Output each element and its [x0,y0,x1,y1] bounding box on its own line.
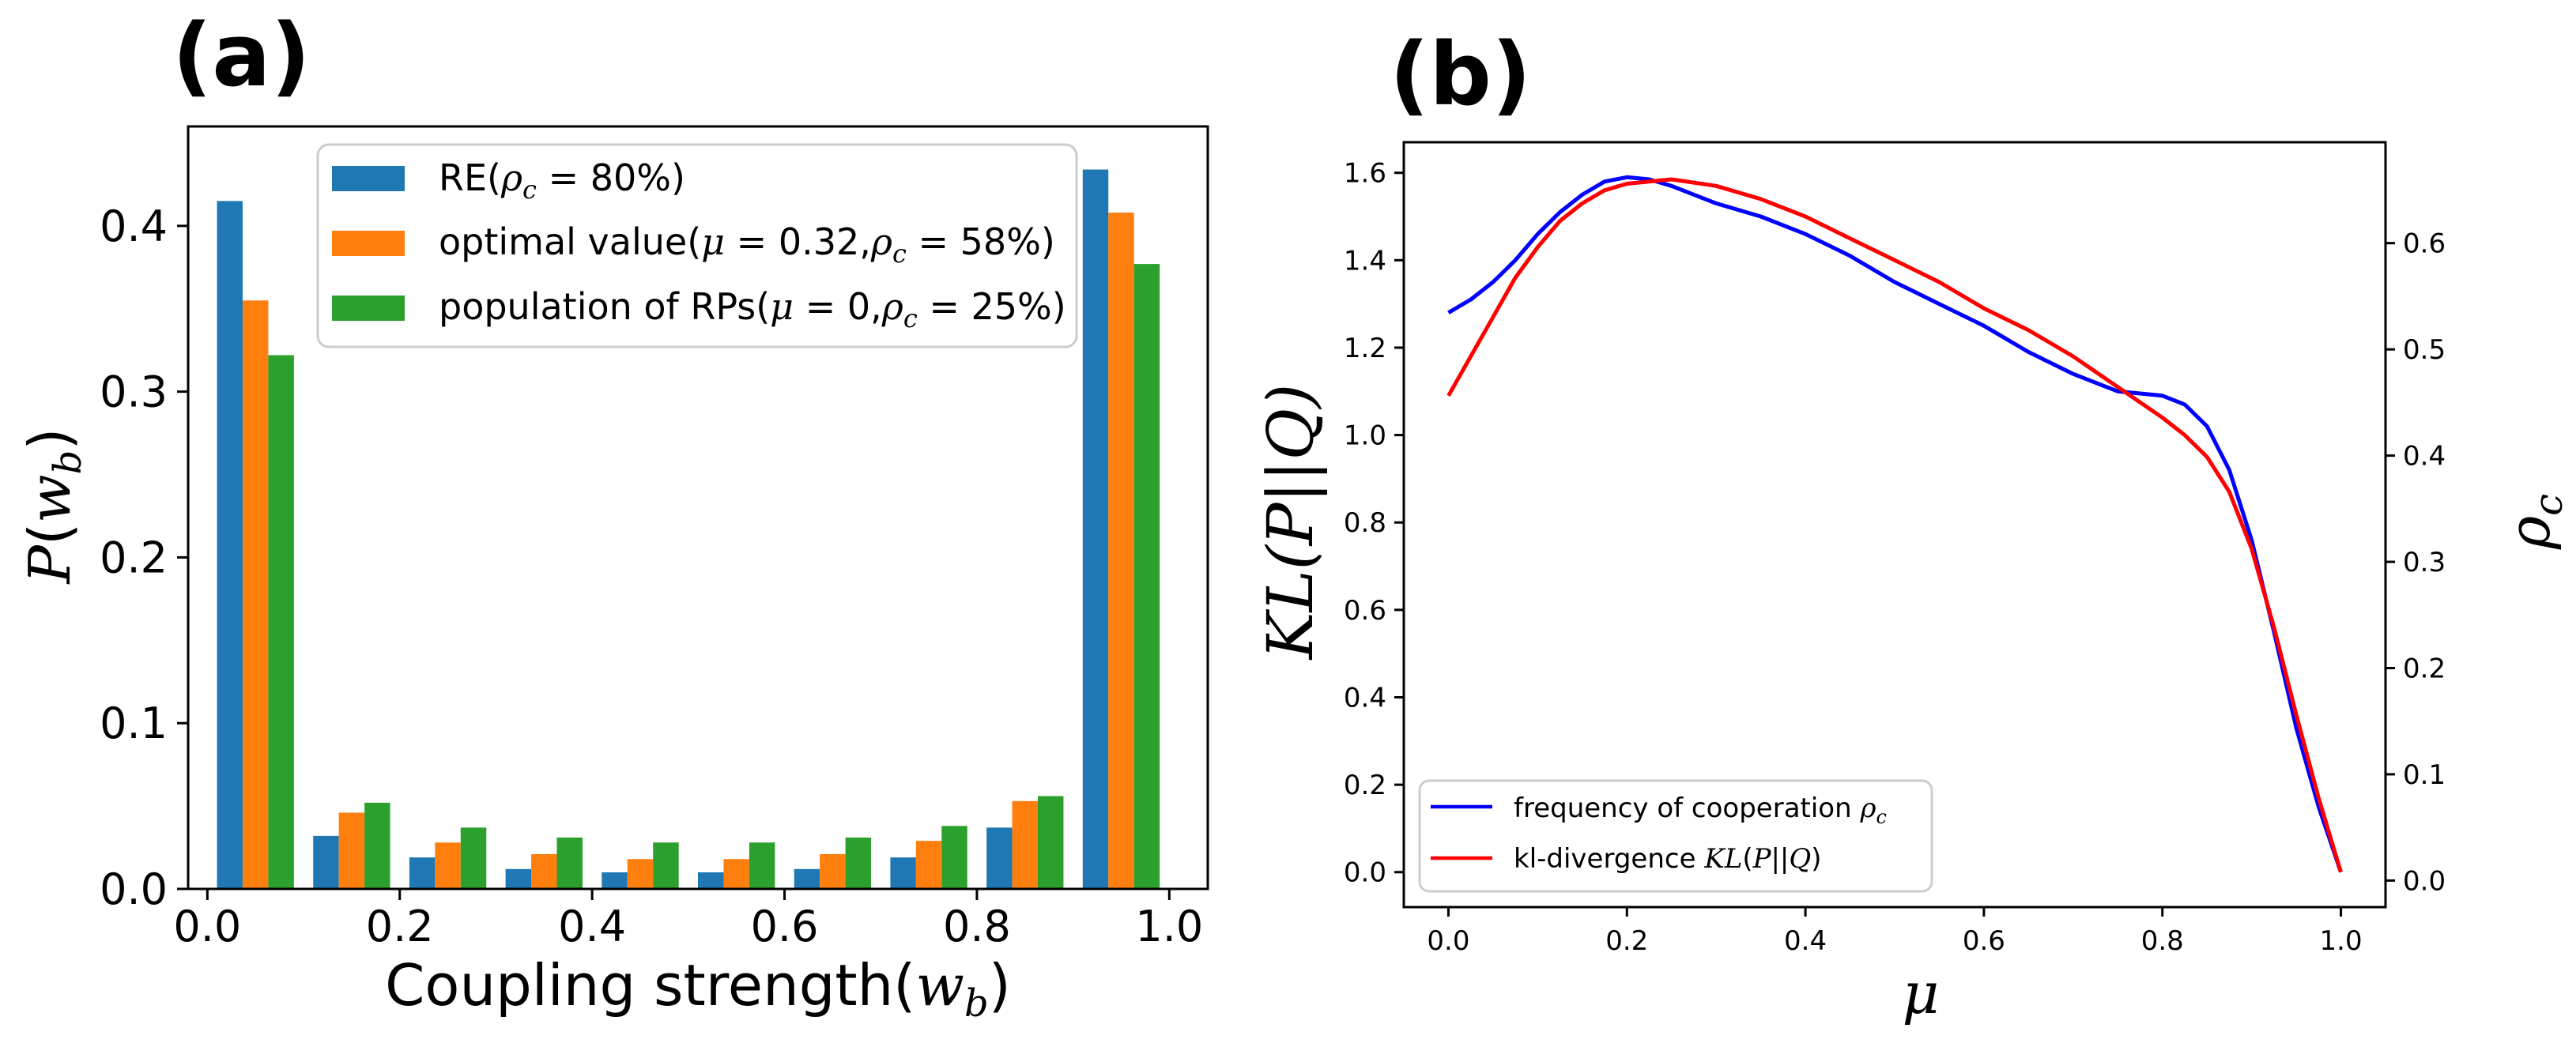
panel-b-lines [1446,175,2343,873]
b-xtick-label: 0.6 [1963,925,2005,957]
bar-population-9 [1133,264,1160,889]
a-xtick-label: 0.2 [366,902,434,951]
panel-a-legend-box [316,143,1078,348]
bar-population-1 [364,802,390,889]
b-ytick-right-label: 0.3 [2403,547,2446,578]
a-xtick-label: 1.0 [1135,902,1203,951]
b-ytick-left-label: 0.4 [1344,682,1386,714]
bar-RE-3 [505,868,532,889]
panel-a-bars [217,169,1160,890]
panel-b-label: (b) [1390,24,1531,125]
b-xtick-label: 0.2 [1605,925,1648,957]
bar-optimal-2 [435,842,461,889]
bar-population-4 [653,842,679,889]
bar-population-7 [941,826,967,889]
b-xtick-label: 0.8 [2141,925,2184,957]
legend-label-re: RE(ρc = 80%) [439,156,685,205]
bar-RE-8 [986,827,1013,889]
panel-a-ylabel: P(wb) [17,427,90,585]
legend-swatch-optimal [332,231,405,256]
legend-label-frequency: frequency of cooperation ρc [1514,793,1887,828]
panel-b-ylabel-left: KL(P||Q) [1254,384,1327,661]
b-xtick-label: 1.0 [2320,925,2363,957]
bar-population-8 [1038,796,1064,889]
legend-swatch-population [332,296,405,321]
b-ytick-left-label: 0.6 [1344,595,1386,627]
b-ytick-right-label: 0.2 [2403,653,2446,685]
a-xtick-label: 0.8 [943,902,1011,951]
a-xtick-label: 0.0 [173,902,241,951]
b-ytick-right-label: 0.0 [2403,865,2446,897]
bar-RE-4 [602,872,628,889]
panel-b: (b) 0.0 0.2 0.4 0.6 0.8 1.0 0.0 0.2 0.4 0.6 0.8 1.… [1254,24,2571,1026]
panel-a-xticks: 0.0 0.2 0.4 0.6 0.8 1.0 [173,889,1203,951]
b-xtick-label: 0.4 [1784,925,1827,957]
panel-a-xlabel: Coupling strength(wb) [385,952,1011,1026]
bar-optimal-0 [242,300,269,889]
bar-RE-6 [794,868,820,889]
bar-optimal-3 [531,853,557,889]
bar-optimal-7 [915,841,942,889]
b-ytick-left-label: 1.0 [1344,420,1386,452]
bar-RE-5 [698,872,724,889]
panel-a: (a) 0.0 0.2 0.4 0.6 0.8 1.0 0.0 0.1 0.2 0.3 0.4 C… [17,5,1209,1026]
a-ytick-label: 0.2 [100,533,168,582]
b-ytick-left-label: 1.2 [1344,333,1386,364]
legend-label-optimal: optimal value(μ = 0.32,ρc = 58%) [439,220,1055,269]
panel-a-yticks: 0.0 0.1 0.2 0.3 0.4 [100,201,188,914]
bar-population-3 [556,837,583,889]
b-ytick-left-label: 1.6 [1344,158,1386,190]
panel-b-ylabel-right: ρc [2496,494,2571,550]
panel-a-legend: RE(ρc = 80%) optimal value(μ = 0.32,ρc =… [316,143,1078,348]
bar-optimal-1 [338,812,365,889]
b-ytick-left-label: 0.8 [1344,507,1386,539]
panel-b-yticks-left: 0.0 0.2 0.4 0.6 0.8 1.0 1.2 1.4 1.6 [1344,158,1404,889]
bar-optimal-6 [820,853,846,889]
legend-label-population: population of RPs(μ = 0,ρc = 25%) [439,285,1066,333]
line-frequency-of-cooperation [1447,175,2343,873]
a-xtick-label: 0.6 [751,902,819,951]
bar-RE-2 [409,857,436,889]
panel-b-yticks-right: 0.0 0.1 0.2 0.3 0.4 0.5 0.6 [2386,228,2446,897]
bar-optimal-4 [627,859,654,889]
bar-optimal-8 [1012,800,1038,889]
a-ytick-label: 0.1 [100,698,168,748]
panel-b-xticks: 0.0 0.2 0.4 0.6 0.8 1.0 [1427,907,2363,957]
bar-RE-9 [1082,169,1109,890]
a-ytick-label: 0.0 [100,864,168,914]
b-ytick-right-label: 0.6 [2403,228,2446,260]
bar-population-5 [749,842,775,889]
b-ytick-right-label: 0.4 [2403,441,2446,473]
panel-b-legend: frequency of cooperation ρc kl-divergenc… [1418,779,1933,893]
panel-a-axes-frame [187,125,1209,891]
a-ytick-label: 0.3 [100,367,168,417]
panel-b-axes-frame [1402,141,2387,909]
bar-optimal-5 [723,859,749,889]
line-kl-divergence [1446,177,2343,873]
bar-optimal-9 [1108,213,1134,890]
a-xtick-label: 0.4 [558,902,626,951]
bar-RE-0 [217,201,243,890]
bar-population-6 [845,837,872,889]
b-ytick-left-label: 1.4 [1344,245,1386,277]
panel-a-label: (a) [172,5,311,106]
bar-RE-7 [890,857,916,889]
panel-b-legend-box [1418,779,1933,893]
bar-population-2 [460,827,487,889]
a-ytick-label: 0.4 [100,201,168,251]
legend-label-kl: kl-divergence KL(P||Q) [1514,843,1822,875]
bar-RE-1 [313,835,339,889]
legend-swatch-re [332,166,405,191]
b-ytick-left-label: 0.0 [1344,857,1386,889]
bar-population-0 [268,355,294,889]
panel-b-xlabel: μ [1903,960,1940,1026]
b-ytick-left-label: 0.2 [1344,770,1386,801]
b-ytick-right-label: 0.1 [2403,759,2446,791]
b-xtick-label: 0.0 [1427,925,1469,957]
b-ytick-right-label: 0.5 [2403,334,2446,366]
